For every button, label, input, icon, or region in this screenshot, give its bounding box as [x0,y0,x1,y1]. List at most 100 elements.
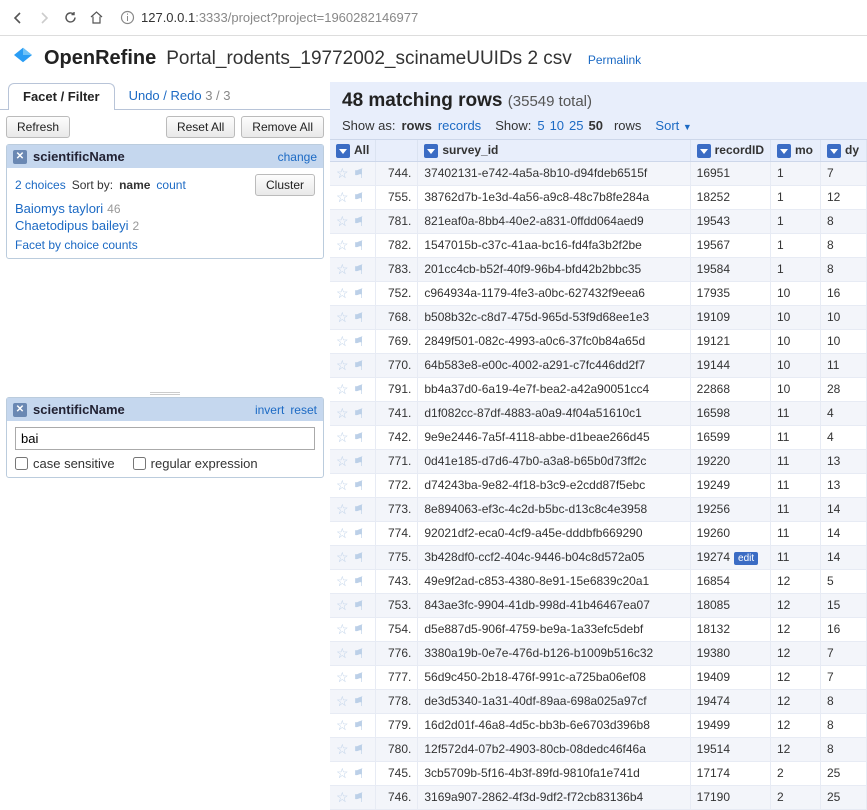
cell-survey-id[interactable]: 37402131-e742-4a5a-8b10-d94fdeb6515f [418,161,690,185]
star-icon[interactable]: ☆ [336,381,349,397]
cell-dy[interactable]: 7 [821,665,867,689]
cell-dy[interactable]: 8 [821,233,867,257]
facet-change-link[interactable]: change [278,150,317,164]
flag-icon[interactable]: ⚑ [353,478,365,494]
cluster-button[interactable]: Cluster [255,174,315,196]
cell-mo[interactable]: 11 [771,473,821,497]
star-icon[interactable]: ☆ [336,717,349,733]
flag-icon[interactable]: ⚑ [353,214,365,230]
cell-dy[interactable]: 8 [821,689,867,713]
cell-mo[interactable]: 12 [771,569,821,593]
cell-survey-id[interactable]: 843ae3fc-9904-41db-998d-41b46467ea07 [418,593,690,617]
cell-dy[interactable]: 25 [821,761,867,785]
cell-dy[interactable]: 7 [821,161,867,185]
cell-dy[interactable]: 15 [821,593,867,617]
cell-recordid[interactable]: 19409 [690,665,770,689]
cell-dy[interactable]: 4 [821,425,867,449]
cell-dy[interactable]: 14 [821,545,867,569]
refresh-button[interactable]: Refresh [6,116,70,138]
cell-dy[interactable]: 14 [821,521,867,545]
show-as-records[interactable]: records [438,118,481,133]
facet-choices-count[interactable]: 2 choices [15,178,66,192]
star-icon[interactable]: ☆ [336,693,349,709]
flag-icon[interactable]: ⚑ [353,646,365,662]
cell-mo[interactable]: 11 [771,449,821,473]
cell-mo[interactable]: 11 [771,425,821,449]
cell-mo[interactable]: 10 [771,281,821,305]
star-icon[interactable]: ☆ [336,645,349,661]
cell-mo[interactable]: 1 [771,185,821,209]
cell-survey-id[interactable]: 16d2d01f-46a8-4d5c-bb3b-6e6703d396b8 [418,713,690,737]
case-sensitive-checkbox[interactable] [15,457,28,470]
cell-recordid[interactable]: 19380 [690,641,770,665]
flag-icon[interactable]: ⚑ [353,166,365,182]
cell-recordid[interactable]: 19121 [690,329,770,353]
flag-icon[interactable]: ⚑ [353,766,365,782]
cell-dy[interactable]: 10 [821,329,867,353]
cell-survey-id[interactable]: 1547015b-c37c-41aa-bc16-fd4fa3b2f2be [418,233,690,257]
cell-mo[interactable]: 11 [771,401,821,425]
cell-dy[interactable]: 8 [821,209,867,233]
star-icon[interactable]: ☆ [336,741,349,757]
flag-icon[interactable]: ⚑ [353,742,365,758]
facet2-text-input[interactable] [15,427,315,450]
cell-dy[interactable]: 8 [821,257,867,281]
flag-icon[interactable]: ⚑ [353,190,365,206]
cell-dy[interactable]: 13 [821,449,867,473]
flag-icon[interactable]: ⚑ [353,718,365,734]
flag-icon[interactable]: ⚑ [353,598,365,614]
cell-dy[interactable]: 25 [821,785,867,809]
star-icon[interactable]: ☆ [336,501,349,517]
facet-choice[interactable]: Chaetodipus baileyi2 [15,217,315,234]
star-icon[interactable]: ☆ [336,549,349,565]
remove-all-button[interactable]: Remove All [241,116,324,138]
home-button[interactable] [86,8,106,28]
cell-mo[interactable]: 1 [771,257,821,281]
cell-survey-id[interactable]: 49e9f2ad-c853-4380-8e91-15e6839c20a1 [418,569,690,593]
flag-icon[interactable]: ⚑ [353,454,365,470]
star-icon[interactable]: ☆ [336,477,349,493]
star-icon[interactable]: ☆ [336,597,349,613]
flag-icon[interactable]: ⚑ [353,382,365,398]
cell-survey-id[interactable]: 92021df2-eca0-4cf9-a45e-dddbfb669290 [418,521,690,545]
edit-cell-button[interactable]: edit [734,552,758,565]
cell-mo[interactable]: 2 [771,785,821,809]
cell-recordid[interactable]: 19274edit [690,545,770,569]
flag-icon[interactable]: ⚑ [353,574,365,590]
star-icon[interactable]: ☆ [336,525,349,541]
cell-recordid[interactable]: 18132 [690,617,770,641]
flag-icon[interactable]: ⚑ [353,694,365,710]
cell-recordid[interactable]: 16951 [690,161,770,185]
cell-dy[interactable]: 16 [821,281,867,305]
page-size-50[interactable]: 50 [589,118,603,133]
cell-dy[interactable]: 10 [821,305,867,329]
flag-icon[interactable]: ⚑ [353,790,365,806]
cell-survey-id[interactable]: 38762d7b-1e3d-4a56-a9c8-48c7b8fe284a [418,185,690,209]
flag-icon[interactable]: ⚑ [353,430,365,446]
flag-icon[interactable]: ⚑ [353,262,365,278]
cell-survey-id[interactable]: 0d41e185-d7d6-47b0-a3a8-b65b0d73ff2c [418,449,690,473]
cell-mo[interactable]: 11 [771,497,821,521]
cell-survey-id[interactable]: 2849f501-082c-4993-a0c6-37fc0b84a65d [418,329,690,353]
cell-dy[interactable]: 13 [821,473,867,497]
cell-survey-id[interactable]: bb4a37d0-6a19-4e7f-bea2-a42a90051cc4 [418,377,690,401]
sort-count[interactable]: count [156,178,185,192]
star-icon[interactable]: ☆ [336,261,349,277]
tab-facet-filter[interactable]: Facet / Filter [8,83,115,110]
cell-mo[interactable]: 1 [771,233,821,257]
cell-dy[interactable]: 7 [821,641,867,665]
all-column-menu[interactable] [336,144,350,158]
cell-recordid[interactable]: 17174 [690,761,770,785]
cell-survey-id[interactable]: de3d5340-1a31-40df-89aa-698a025a97cf [418,689,690,713]
star-icon[interactable]: ☆ [336,429,349,445]
cell-recordid[interactable]: 19514 [690,737,770,761]
cell-survey-id[interactable]: 12f572d4-07b2-4903-80cb-08dedc46f46a [418,737,690,761]
sort-name[interactable]: name [119,178,150,192]
cell-recordid[interactable]: 19499 [690,713,770,737]
cell-survey-id[interactable]: 201cc4cb-b52f-40f9-96b4-bfd42b2bbc35 [418,257,690,281]
sort-menu[interactable]: Sort ▼ [655,118,691,133]
flag-icon[interactable]: ⚑ [353,286,365,302]
star-icon[interactable]: ☆ [336,405,349,421]
mo-column-menu[interactable] [777,144,791,158]
tab-undo-redo[interactable]: Undo / Redo 3 / 3 [115,83,245,109]
